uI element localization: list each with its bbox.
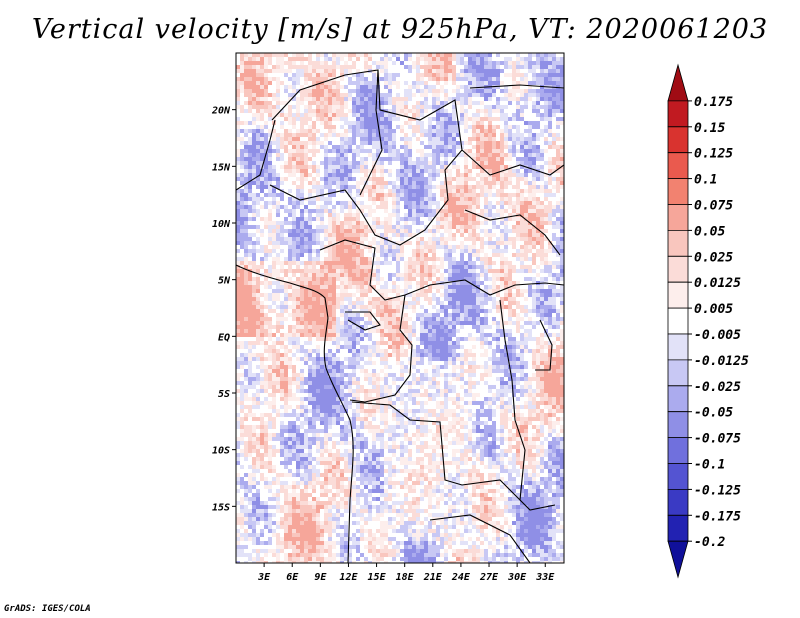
colorbar-label: 0.005 bbox=[694, 302, 733, 317]
y-axis-ticks: 20N 15N 10N 5N EQ 5S 10S 15S bbox=[211, 106, 236, 513]
colorbar-label: -0.05 bbox=[694, 406, 733, 421]
colorbar-swatch bbox=[667, 255, 689, 283]
colorbar-swatch bbox=[667, 152, 689, 179]
colorbar: 0.175 0.15 0.125 0.1 0.075 0.05 0.025 0.0125 0.0… bbox=[667, 63, 749, 579]
colorbar-swatch bbox=[667, 359, 689, 387]
colorbar-swatch bbox=[667, 204, 689, 231]
x-tick-label: 18E bbox=[396, 572, 415, 583]
y-tick-label: 5S bbox=[218, 389, 230, 400]
colorbar-label: -0.005 bbox=[694, 328, 741, 343]
colorbar-label: -0.125 bbox=[694, 483, 741, 498]
colorbar-label: 0.0125 bbox=[694, 276, 741, 291]
x-tick-label: 21E bbox=[423, 572, 443, 583]
colorbar-label: 0.05 bbox=[694, 224, 725, 239]
y-tick-label: 5N bbox=[218, 276, 231, 287]
border-line bbox=[323, 317, 354, 563]
velocity-field bbox=[236, 53, 564, 563]
x-tick-label: 6E bbox=[286, 572, 299, 583]
border-line bbox=[429, 514, 531, 563]
colorbar-label: -0.025 bbox=[694, 380, 741, 395]
x-tick-label: 33E bbox=[535, 572, 555, 583]
x-tick-label: 9E bbox=[314, 572, 327, 583]
border-line bbox=[464, 209, 561, 256]
x-axis-ticks: 3E 6E 9E 12E 15E 18E 21E 24E 27E 30E 33E bbox=[257, 563, 555, 583]
x-tick-label: 15E bbox=[368, 572, 387, 583]
x-tick-label: 30E bbox=[507, 572, 527, 583]
country-borders bbox=[236, 69, 564, 563]
credit-label: GrADS: IGES/COLA bbox=[4, 604, 91, 614]
colorbar-swatch bbox=[667, 63, 689, 102]
colorbar-swatch bbox=[667, 307, 689, 335]
border-line bbox=[499, 299, 526, 501]
colorbar-label: 0.1 bbox=[694, 173, 717, 188]
colorbar-label: -0.075 bbox=[694, 432, 741, 447]
colorbar-swatch bbox=[667, 540, 689, 579]
map-frame bbox=[235, 52, 565, 564]
border-line bbox=[236, 119, 276, 191]
colorbar-label: -0.2 bbox=[694, 535, 725, 550]
colorbar-swatch bbox=[667, 437, 689, 464]
y-tick-label: 10N bbox=[212, 219, 231, 230]
border-line bbox=[319, 239, 564, 301]
colorbar-swatch bbox=[667, 100, 689, 128]
border-line bbox=[469, 84, 564, 89]
x-tick-label: 24E bbox=[451, 572, 471, 583]
colorbar-label: 0.125 bbox=[694, 147, 733, 162]
y-tick-label: 15S bbox=[212, 502, 230, 513]
x-tick-label: 12E bbox=[339, 572, 358, 583]
colorbar-swatch bbox=[667, 230, 689, 257]
colorbar-swatch bbox=[667, 489, 689, 516]
page-title: Vertical velocity [m/s] at 925hPa, VT: 2… bbox=[31, 14, 769, 45]
colorbar-swatch bbox=[667, 463, 689, 490]
colorbar-label: 0.15 bbox=[694, 121, 725, 136]
colorbar-swatch bbox=[667, 333, 689, 361]
colorbar-swatch bbox=[667, 281, 689, 309]
border-line bbox=[359, 69, 383, 196]
colorbar-label: 0.175 bbox=[694, 95, 733, 110]
colorbar-label: -0.175 bbox=[694, 509, 741, 524]
y-tick-label: 15N bbox=[212, 162, 231, 173]
colorbar-swatch bbox=[667, 126, 689, 154]
border-line bbox=[236, 264, 329, 319]
colorbar-label: -0.0125 bbox=[694, 354, 749, 369]
x-tick-label: 3E bbox=[257, 572, 271, 583]
y-tick-label: 20N bbox=[211, 106, 231, 117]
colorbar-label: 0.075 bbox=[694, 199, 733, 214]
border-line bbox=[461, 149, 564, 176]
y-tick-label: EQ bbox=[218, 332, 230, 343]
colorbar-swatch bbox=[667, 411, 689, 438]
border-line bbox=[535, 319, 553, 371]
border-line bbox=[269, 69, 463, 246]
colorbar-label: 0.025 bbox=[694, 250, 733, 265]
colorbar-swatch bbox=[667, 385, 689, 413]
colorbar-swatch bbox=[667, 178, 689, 205]
y-tick-label: 10S bbox=[212, 446, 230, 457]
border-line bbox=[345, 311, 381, 331]
colorbar-swatch bbox=[667, 514, 689, 542]
x-tick-label: 27E bbox=[479, 572, 499, 583]
colorbar-label: -0.1 bbox=[694, 458, 725, 473]
border-line bbox=[349, 294, 413, 403]
